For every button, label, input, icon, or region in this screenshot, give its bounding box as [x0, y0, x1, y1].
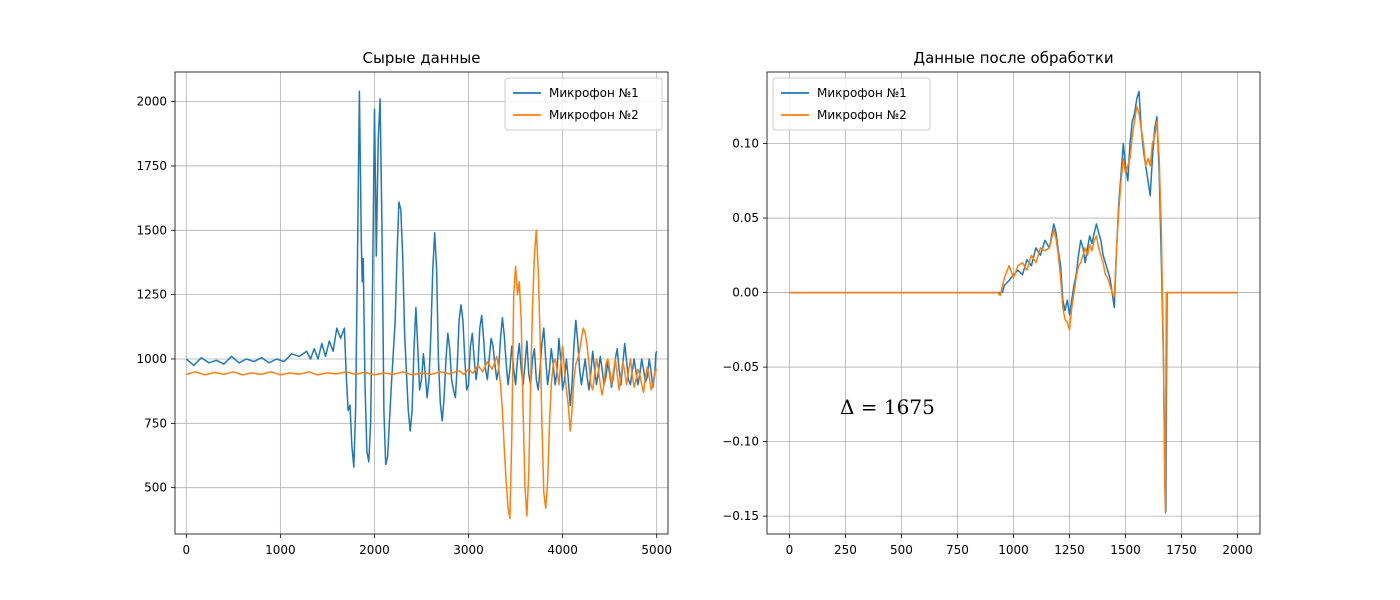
legend-label-2: Микрофон №2	[817, 108, 907, 122]
y-tick-label: 750	[144, 416, 167, 430]
series-line-1	[185, 90, 658, 468]
chart-title: Сырые данные	[363, 49, 481, 67]
y-tick-label: 1500	[136, 223, 167, 237]
y-tick-label: −0.15	[722, 509, 759, 523]
x-tick-label: 750	[946, 543, 969, 557]
chart-title: Данные после обработки	[913, 49, 1113, 67]
y-tick-label: −0.05	[722, 360, 759, 374]
legend-label-2: Микрофон №2	[549, 108, 639, 122]
plot-frame	[174, 71, 669, 535]
legend-box	[504, 77, 663, 131]
series-line-1	[789, 90, 1238, 513]
x-tick-label: 0	[786, 543, 794, 557]
y-tick-label: 1250	[136, 288, 167, 302]
x-tick-label: 1750	[1166, 543, 1197, 557]
x-tick-label: 1000	[998, 543, 1029, 557]
x-tick-label: 500	[890, 543, 913, 557]
x-tick-label: 2000	[1222, 543, 1253, 557]
y-tick-label: 1750	[136, 159, 167, 173]
y-tick-label: 1000	[136, 352, 167, 366]
y-tick-label: 0.05	[732, 211, 759, 225]
legend-box	[772, 77, 931, 131]
x-tick-label: 1000	[265, 543, 296, 557]
y-tick-label: −0.10	[722, 435, 759, 449]
x-tick-label: 3000	[453, 543, 484, 557]
legend-label-1: Микрофон №1	[817, 86, 907, 100]
legend: Микрофон №1 Микрофон №2	[772, 77, 931, 131]
x-tick-label: 1250	[1054, 543, 1085, 557]
legend: Микрофон №1 Микрофон №2	[504, 77, 663, 131]
x-tick-label: 4000	[547, 543, 578, 557]
delta-annotation: Δ = 1675	[840, 395, 935, 419]
series-line-2	[789, 105, 1238, 514]
x-tick-label: 5000	[641, 543, 672, 557]
series-line-2	[186, 229, 658, 520]
chart-processed-data: 0 250 500 750 1000 1250 1500 1750 2000 −0.15 −0.10…	[722, 49, 1261, 557]
x-tick-label: 0	[182, 543, 190, 557]
x-tick-label: 1500	[1110, 543, 1141, 557]
y-tick-label: 0.10	[732, 137, 759, 151]
x-tick-label: 250	[834, 543, 857, 557]
chart-raw-data: 0 1000 2000 3000 4000 5000 500 750 1000 1250 1500 1…	[136, 49, 672, 557]
x-tick-label: 2000	[359, 543, 390, 557]
legend-label-1: Микрофон №1	[549, 86, 639, 100]
y-tick-label: 2000	[136, 95, 167, 109]
y-tick-label: 500	[144, 481, 167, 495]
y-tick-label: 0.00	[732, 286, 759, 300]
